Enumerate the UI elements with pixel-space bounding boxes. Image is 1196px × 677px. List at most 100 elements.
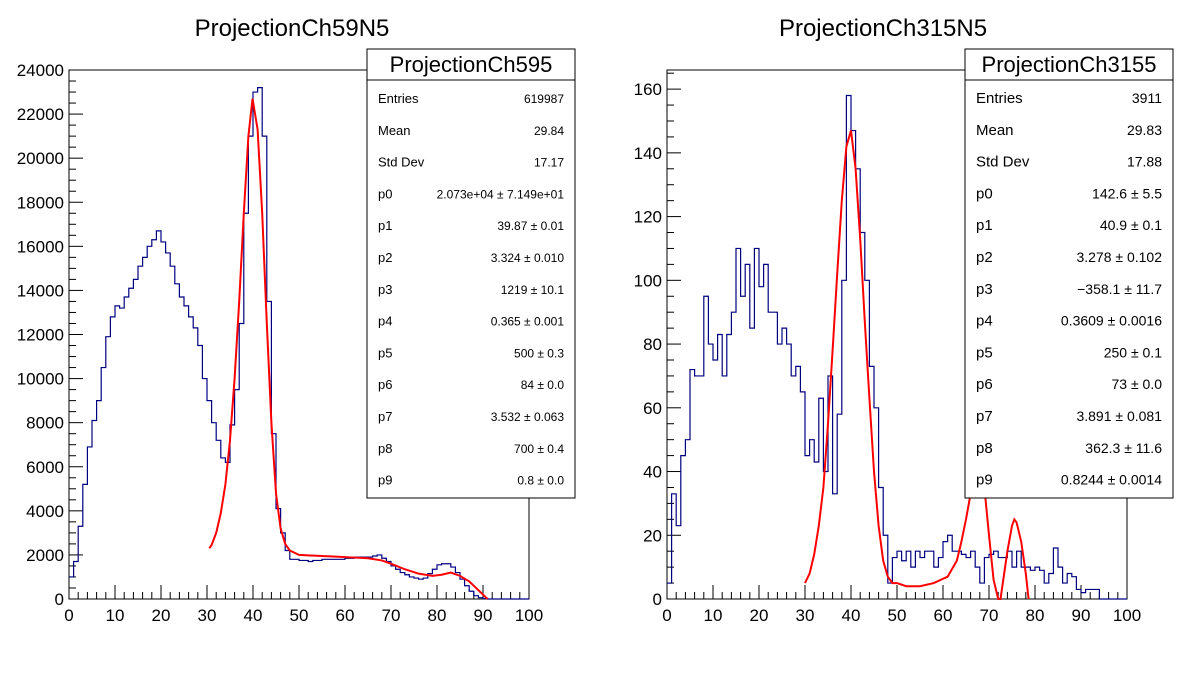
y-tick-label: 4000 — [26, 502, 64, 521]
stats-key: p7 — [976, 408, 993, 425]
x-tick-label: 30 — [198, 606, 217, 625]
y-tick-label: 100 — [634, 271, 662, 290]
stats-key: Entries — [378, 91, 419, 106]
stats-key: p5 — [976, 344, 993, 361]
stats-key: p2 — [976, 249, 993, 266]
stats-value: 3.532 ± 0.063 — [491, 410, 565, 424]
stats-value: 619987 — [524, 92, 564, 106]
x-tick-label: 70 — [382, 606, 401, 625]
stats-box-2: ProjectionCh3155 Entries 3911 Mean 29.83 Std… — [964, 48, 1174, 499]
y-tick-label: 16000 — [17, 237, 64, 256]
y-tick-label: 6000 — [26, 458, 64, 477]
y-axis-2: 0 20 40 60 80 100 120 140 160 — [634, 72, 681, 609]
x-tick-label: 80 — [1026, 606, 1045, 625]
stats-value: −358.1 ± 11.7 — [1077, 281, 1162, 297]
y-tick-label: 140 — [634, 144, 662, 163]
x-tick-label: 90 — [1072, 606, 1091, 625]
stats-key: p0 — [976, 185, 993, 202]
stats-value: 0.365 ± 0.001 — [491, 315, 565, 329]
stats-value: 84 ± 0.0 — [521, 378, 565, 392]
stats-key: p4 — [976, 313, 993, 330]
stats-key: Std Dev — [976, 154, 1030, 171]
stats-rows-1: Entries 619987 Mean 29.84 Std Dev 17.17 p0 2.07… — [378, 91, 564, 488]
chart-panel-1: ProjectionCh59N5 0 10 20 30 40 50 60 70 80 90 100 … — [17, 15, 576, 625]
stats-key: Entries — [976, 90, 1023, 107]
stats-key: p6 — [976, 376, 993, 393]
stats-value: 29.83 — [1127, 122, 1162, 138]
stats-key: p5 — [378, 345, 392, 360]
stats-key: p9 — [378, 473, 392, 488]
x-tick-label: 50 — [290, 606, 309, 625]
stats-key: p6 — [378, 377, 392, 392]
y-tick-label: 8000 — [26, 414, 64, 433]
stats-key: p2 — [378, 250, 392, 265]
y-tick-label: 60 — [643, 399, 662, 418]
x-tick-label: 40 — [244, 606, 263, 625]
y-tick-label: 12000 — [17, 326, 64, 345]
histogram-series-2 — [667, 94, 1127, 600]
x-tick-label: 0 — [64, 606, 73, 625]
y-tick-label: 20000 — [17, 149, 64, 168]
x-tick-label: 100 — [515, 606, 543, 625]
stats-value: 0.3609 ± 0.0016 — [1061, 313, 1162, 329]
x-axis-1: 0 10 20 30 40 50 60 70 80 90 100 — [64, 585, 543, 625]
y-axis-1: 0 2000 4000 6000 8000 10000 12000 14000 16000 180… — [17, 61, 83, 609]
x-axis-2: 0 10 20 30 40 50 60 70 80 90 100 — [662, 585, 1141, 625]
y-tick-label: 10000 — [17, 370, 64, 389]
y-tick-label: 40 — [643, 463, 662, 482]
stats-value: 3.278 ± 0.102 — [1076, 249, 1162, 265]
stats-rows-2: Entries 3911 Mean 29.83 Std Dev 17.88 p0 142.6 … — [976, 90, 1162, 489]
stats-key: Std Dev — [378, 155, 425, 170]
fit-curve-1 — [208, 98, 489, 600]
x-tick-label: 60 — [336, 606, 355, 625]
x-tick-label: 80 — [428, 606, 447, 625]
x-tick-label: 50 — [888, 606, 907, 625]
stats-key: Mean — [976, 122, 1014, 139]
stats-key: p3 — [976, 281, 993, 298]
stats-title-2: ProjectionCh3155 — [982, 52, 1157, 77]
y-tick-label: 18000 — [17, 193, 64, 212]
stats-key: p0 — [378, 186, 392, 201]
chart-title-1: ProjectionCh59N5 — [195, 15, 390, 42]
y-tick-label: 20 — [643, 526, 662, 545]
y-tick-label: 120 — [634, 208, 662, 227]
stats-value: 3911 — [1132, 90, 1162, 106]
stats-value: 142.6 ± 5.5 — [1092, 185, 1162, 201]
x-tick-label: 90 — [474, 606, 493, 625]
y-tick-label: 160 — [634, 80, 662, 99]
stats-value: 362.3 ± 11.6 — [1085, 440, 1162, 456]
histogram-series-1 — [69, 87, 529, 600]
stats-value: 29.84 — [534, 124, 564, 138]
stats-key: p3 — [378, 282, 392, 297]
stats-title-1: ProjectionCh595 — [390, 52, 553, 77]
stats-key: p9 — [976, 472, 993, 489]
stats-value: 500 ± 0.3 — [514, 346, 564, 360]
stats-value: 39.87 ± 0.01 — [497, 219, 564, 233]
x-tick-label: 20 — [152, 606, 171, 625]
y-tick-label: 14000 — [17, 281, 64, 300]
x-tick-label: 100 — [1113, 606, 1141, 625]
y-tick-label: 0 — [55, 590, 64, 609]
stats-value: 17.17 — [534, 156, 564, 170]
x-tick-label: 60 — [934, 606, 953, 625]
x-tick-label: 10 — [106, 606, 125, 625]
stats-key: p1 — [976, 217, 993, 234]
y-tick-label: 22000 — [17, 105, 64, 124]
stats-key: p8 — [378, 441, 392, 456]
x-tick-label: 20 — [750, 606, 769, 625]
stats-key: p8 — [976, 440, 993, 457]
x-tick-label: 40 — [842, 606, 861, 625]
stats-value: 73 ± 0.0 — [1112, 376, 1163, 392]
y-tick-label: 0 — [653, 590, 662, 609]
x-tick-label: 70 — [980, 606, 999, 625]
stats-value: 250 ± 0.1 — [1104, 344, 1162, 360]
x-tick-label: 30 — [796, 606, 815, 625]
stats-value: 2.073e+04 ± 7.149e+01 — [437, 187, 565, 201]
stats-key: Mean — [378, 123, 411, 138]
stats-key: p4 — [378, 314, 392, 329]
stats-key: p1 — [378, 218, 392, 233]
stats-value: 0.8244 ± 0.0014 — [1061, 472, 1162, 488]
stats-value: 700 ± 0.4 — [514, 442, 564, 456]
stats-value: 1219 ± 10.1 — [501, 283, 565, 297]
